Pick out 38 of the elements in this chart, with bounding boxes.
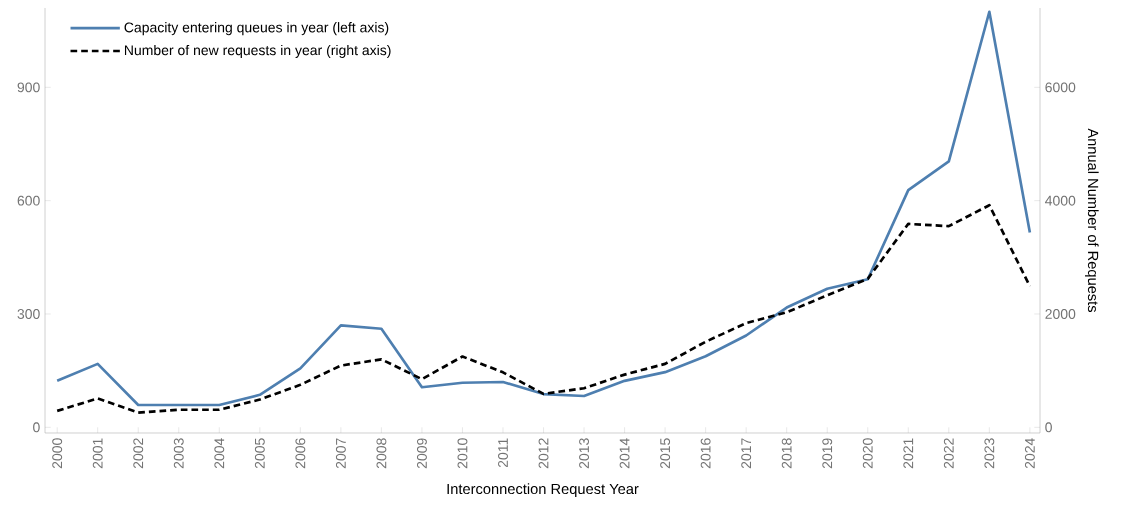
y2-tick-label: 4000: [1045, 195, 1076, 206]
x-tick-label: 2003: [173, 438, 184, 469]
x-tick-label: 2002: [133, 438, 144, 469]
x-tick-label: 2012: [538, 438, 549, 469]
legend-label: Capacity entering queues in year (left axis): [124, 22, 389, 36]
x-tick-label: 2016: [700, 438, 711, 469]
x-tick-label: 2001: [92, 438, 103, 469]
x-tick-label: 2018: [781, 438, 792, 469]
x-axis-title: Interconnection Request Year: [447, 483, 639, 497]
x-tick-label: 2024: [1024, 438, 1035, 469]
x-tick-label: 2017: [741, 438, 752, 469]
x-tick-label: 2004: [214, 438, 225, 469]
x-tick-label: 2008: [376, 438, 387, 469]
x-tick-label: 2013: [579, 438, 590, 469]
y2-tick-label: 2000: [1045, 309, 1076, 319]
y-tick-label: 300: [17, 309, 40, 319]
x-tick-label: 2014: [619, 438, 630, 469]
line-series: [55, 203, 1032, 414]
y-tick-label: 0: [33, 422, 40, 433]
x-tick-label: 2000: [52, 438, 63, 469]
x-tick-label: 2022: [943, 438, 954, 469]
y2-axis-title: Annual Number of Requests: [1085, 128, 1099, 313]
x-tick-label: 2023: [984, 438, 995, 469]
x-tick-label: 2019: [822, 438, 833, 469]
y-tick-label: 900: [17, 82, 40, 93]
y-tick-label: 600: [17, 195, 40, 206]
x-tick-label: 2007: [335, 438, 346, 469]
x-tick-label: 2009: [416, 438, 427, 469]
x-tick-label: 2006: [295, 438, 306, 469]
x-tick-label: 2021: [903, 438, 914, 469]
x-tick-label: 2011: [498, 438, 508, 468]
legend-label: Number of new requests in year (right axis): [124, 44, 391, 58]
x-tick-label: 2005: [254, 438, 265, 469]
x-tick-label: 2015: [660, 438, 671, 469]
x-tick-label: 2020: [862, 438, 873, 469]
y2-tick-label: 0: [1045, 422, 1052, 433]
y2-tick-label: 6000: [1045, 82, 1076, 93]
x-tick-label: 2010: [457, 438, 468, 469]
